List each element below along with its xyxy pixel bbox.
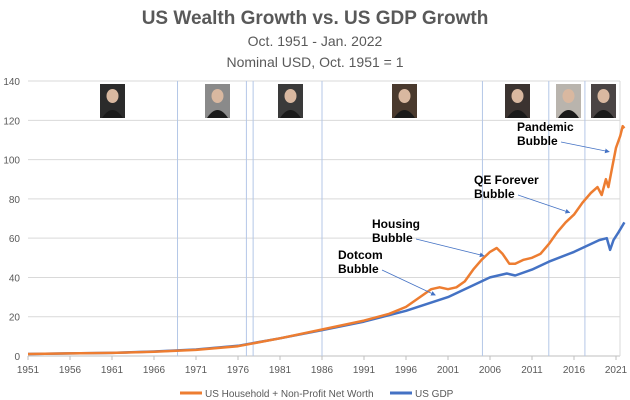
annotation-arrow xyxy=(381,269,436,296)
x-tick-label: 1966 xyxy=(143,365,166,376)
y-tick-label: 40 xyxy=(9,273,21,284)
chart-title: US Wealth Growth vs. US GDP Growth xyxy=(142,8,489,29)
y-tick-label: 100 xyxy=(3,156,20,167)
legend-label: US GDP xyxy=(415,389,454,400)
portrait-suit xyxy=(558,110,579,118)
fed-chair-portrait-3 xyxy=(278,84,303,118)
x-tick-label: 2016 xyxy=(563,365,586,376)
fed-chair-portrait-7 xyxy=(591,84,616,118)
x-tick-label: 1956 xyxy=(59,365,82,376)
portrait-suit xyxy=(280,110,301,118)
fed-chair-portrait-5 xyxy=(505,84,530,118)
portrait-face xyxy=(398,89,411,103)
x-tick-label: 1996 xyxy=(395,365,418,376)
y-tick-label: 120 xyxy=(3,116,20,127)
portrait-suit xyxy=(102,110,123,118)
annotation-label: Bubble xyxy=(372,231,413,245)
portrait-suit xyxy=(593,110,614,118)
fed-chair-portrait-4 xyxy=(392,84,417,118)
x-tick-label: 1951 xyxy=(17,365,40,376)
x-tick-label: 1971 xyxy=(185,365,208,376)
x-tick-label: 1991 xyxy=(353,365,376,376)
x-tick-label: 1976 xyxy=(227,365,250,376)
chart-subtitle-dates: Oct. 1951 - Jan. 2022 xyxy=(248,33,383,49)
annotation-label: Pandemic xyxy=(517,120,574,134)
y-tick-label: 0 xyxy=(14,352,20,363)
portrait-suit xyxy=(394,110,415,118)
x-tick-label: 1961 xyxy=(101,365,124,376)
portrait-face xyxy=(511,89,524,103)
annotation-label: Bubble xyxy=(338,262,379,276)
chart-subtitle-units: Nominal USD, Oct. 1951 = 1 xyxy=(226,54,403,70)
portrait-face xyxy=(106,89,119,103)
portrait-face xyxy=(597,89,610,103)
portrait-face xyxy=(284,89,297,103)
portrait-face xyxy=(211,89,224,103)
y-tick-label: 20 xyxy=(9,313,21,324)
annotation-arrow xyxy=(415,238,485,258)
series-line-gdp xyxy=(27,221,626,356)
annotation-label: Bubble xyxy=(517,134,558,148)
annotation-label: QE Forever xyxy=(474,173,539,187)
x-tick-label: 1981 xyxy=(269,365,292,376)
annotation-arrow xyxy=(560,141,610,154)
x-tick-label: 2006 xyxy=(479,365,502,376)
portrait-suit xyxy=(507,110,528,118)
annotation-label: Bubble xyxy=(474,187,515,201)
y-tick-label: 80 xyxy=(9,195,21,206)
x-tick-label: 2021 xyxy=(605,365,628,376)
x-tick-label: 1986 xyxy=(311,365,334,376)
annotation-arrow xyxy=(517,194,571,214)
x-tick-label: 2001 xyxy=(437,365,460,376)
annotation-label: Housing xyxy=(372,217,420,231)
annotation-label: Dotcom xyxy=(338,248,383,262)
fed-chair-portrait-6 xyxy=(556,84,581,118)
y-tick-label: 140 xyxy=(3,77,20,88)
series-line-net-worth xyxy=(27,124,626,356)
x-tick-label: 2011 xyxy=(521,365,543,376)
fed-chair-portrait-2 xyxy=(205,84,230,118)
y-tick-label: 60 xyxy=(9,234,21,245)
portrait-face xyxy=(562,89,575,103)
fed-chair-portrait-1 xyxy=(100,84,125,118)
legend-label: US Household + Non-Profit Net Worth xyxy=(205,389,374,400)
portrait-suit xyxy=(207,110,228,118)
